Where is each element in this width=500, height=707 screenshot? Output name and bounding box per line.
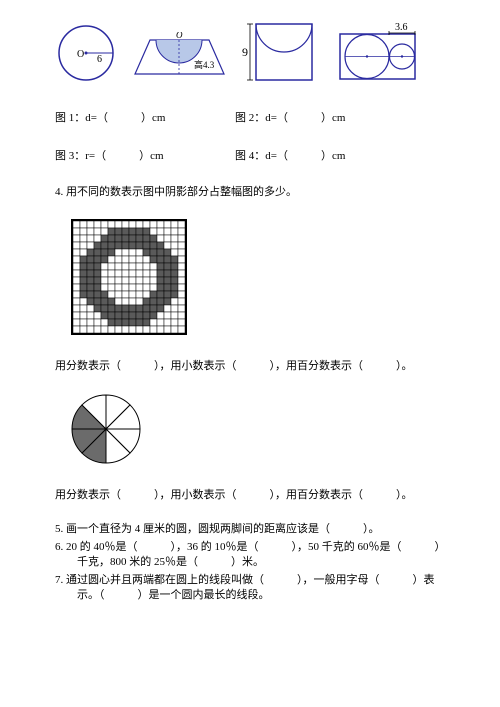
top-label: O <box>176 32 183 40</box>
q6-text: 6. 20 的 40％是（ ），36 的 10％是（ ），50 千克的 60％是… <box>55 541 446 568</box>
rect-circles-diagram: 3.6 <box>335 22 420 84</box>
radius-label: 6 <box>97 54 102 65</box>
figure-3: 9 <box>242 20 320 84</box>
q6: 6. 20 的 40％是（ ），36 的 10％是（ ），50 千克的 60％是… <box>55 540 450 571</box>
caption-row-2: 图 3：r=（ ）cm 图 4：d=（ ）cm <box>55 147 450 163</box>
q7-text: 7. 通过圆心并且两端都在圆上的线段叫做（ ），一般用字母（ ）表示。（ ）是一… <box>55 574 435 601</box>
figure-4: 3.6 <box>335 22 420 84</box>
figure-1: O 6 <box>55 22 117 84</box>
center-label: O <box>77 49 84 60</box>
shaded-grid <box>70 218 188 336</box>
q5: 5. 画一个直径为 4 厘米的圆，圆规两脚间的距离应该是（ ）。 <box>55 522 450 537</box>
caption-row-1: 图 1：d=（ ）cm 图 2：d=（ ）cm <box>55 109 450 125</box>
pie-chart <box>70 393 142 465</box>
trapezoid-diagram: O 高4.3 <box>132 32 227 84</box>
figures-row: O 6 O 高4.3 9 3.6 <box>55 20 450 84</box>
q7: 7. 通过圆心并且两端都在圆上的线段叫做（ ），一般用字母（ ）表示。（ ）是一… <box>55 573 450 604</box>
q4-answer-2: 用分数表示（ ），用小数表示（ ），用百分数表示（ ）。 <box>55 486 450 502</box>
q4-title: 4. 用不同的数表示图中阴影部分占整幅图的多少。 <box>55 185 450 200</box>
caption-1: 图 1：d=（ ）cm <box>55 109 235 125</box>
top-label: 3.6 <box>395 22 408 33</box>
height-label: 高4.3 <box>194 59 215 70</box>
caption-2: 图 2：d=（ ）cm <box>235 109 345 125</box>
q4-answer-1: 用分数表示（ ），用小数表示（ ），用百分数表示（ ）。 <box>55 357 450 373</box>
caption-3: 图 3：r=（ ）cm <box>55 147 235 163</box>
square-semicircle-diagram: 9 <box>242 20 320 84</box>
circle-diagram: O 6 <box>55 22 117 84</box>
figure-2: O 高4.3 <box>132 32 227 84</box>
height-label: 9 <box>242 45 248 59</box>
pie-figure <box>70 393 450 468</box>
grid-figure <box>70 218 450 339</box>
caption-4: 图 4：d=（ ）cm <box>235 147 345 163</box>
